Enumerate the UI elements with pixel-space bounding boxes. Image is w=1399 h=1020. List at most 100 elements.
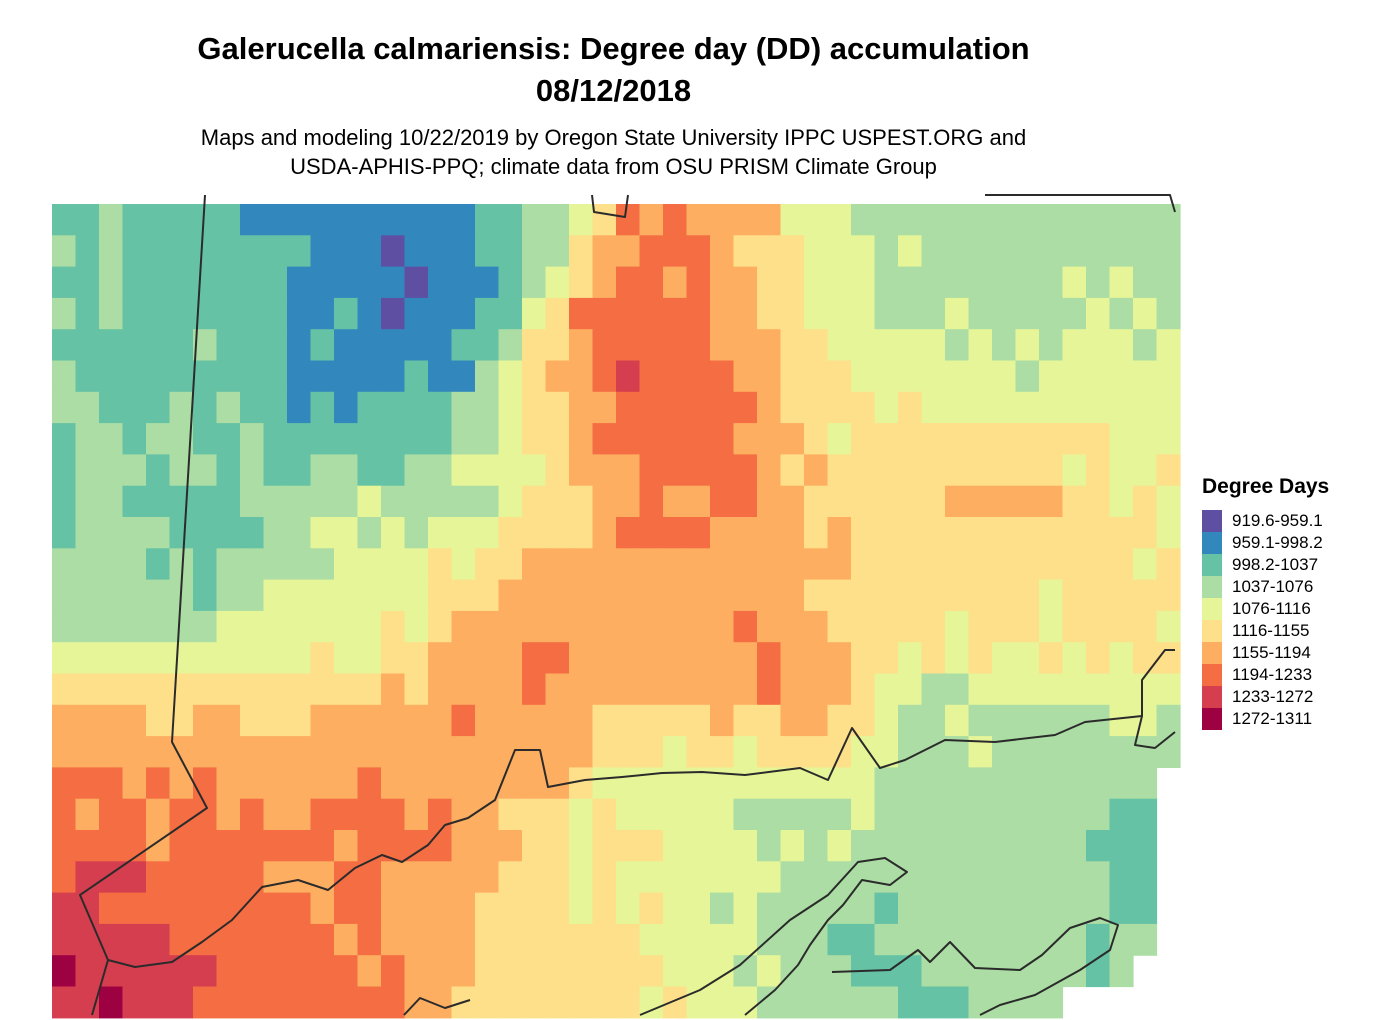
raster-cell <box>287 266 312 299</box>
raster-cell <box>992 266 1017 299</box>
raster-cell <box>122 297 147 330</box>
raster-cell <box>146 360 171 393</box>
raster-cell <box>122 704 147 737</box>
raster-cell <box>451 767 476 800</box>
raster-cell <box>122 986 147 1019</box>
raster-cell <box>545 579 570 612</box>
raster-cell <box>945 704 970 737</box>
raster-cell <box>569 235 594 268</box>
raster-cell <box>52 955 77 988</box>
raster-cell <box>475 923 500 956</box>
raster-cell <box>804 642 829 675</box>
raster-cell <box>968 892 993 925</box>
legend-swatch <box>1202 510 1222 532</box>
raster-cell <box>404 360 429 393</box>
raster-cell <box>1133 736 1158 768</box>
raster-cell <box>1133 423 1158 455</box>
raster-cell <box>1039 798 1064 831</box>
raster-cell <box>569 642 594 675</box>
raster-cell <box>710 892 735 925</box>
raster-cell <box>146 861 171 894</box>
raster-cell <box>99 360 124 393</box>
raster-cell <box>851 736 876 768</box>
raster-cell <box>616 955 641 988</box>
raster-cell <box>498 923 523 956</box>
raster-cell <box>874 830 899 862</box>
raster-cell <box>710 485 735 518</box>
raster-cell <box>334 610 359 643</box>
raster-cell <box>992 329 1017 362</box>
raster-cell <box>146 892 171 925</box>
raster-cell <box>569 517 594 549</box>
raster-cell <box>334 485 359 518</box>
raster-cell <box>475 892 500 925</box>
raster-cell <box>1062 892 1087 925</box>
raster-cell <box>945 235 970 268</box>
raster-cell <box>757 955 782 988</box>
raster-cell <box>357 767 382 800</box>
raster-cell <box>898 579 923 612</box>
raster-cell <box>804 360 829 393</box>
raster-cell <box>75 297 100 330</box>
raster-cell <box>122 329 147 362</box>
raster-cell <box>240 517 265 549</box>
raster-cell <box>498 235 523 268</box>
raster-cell <box>357 204 382 236</box>
raster-cell <box>898 266 923 299</box>
raster-cell <box>686 923 711 956</box>
raster-cell <box>945 861 970 894</box>
raster-cell <box>404 204 429 236</box>
state-boundaries <box>79 194 1176 1016</box>
raster-cell <box>545 485 570 518</box>
raster-cell <box>874 235 899 268</box>
raster-cell <box>757 235 782 268</box>
raster-cell <box>827 391 852 424</box>
raster-cell <box>616 673 641 706</box>
raster-cell <box>1086 454 1111 487</box>
raster-cell <box>827 861 852 894</box>
raster-cell <box>921 704 946 737</box>
raster-cell <box>569 767 594 800</box>
raster-cell <box>921 517 946 549</box>
raster-cell <box>287 329 312 362</box>
raster-cell <box>1133 297 1158 330</box>
raster-cell <box>122 517 147 549</box>
state-boundary-line <box>79 194 208 1016</box>
raster-cell <box>216 642 241 675</box>
raster-cell <box>968 923 993 956</box>
raster-cell <box>710 704 735 737</box>
raster-cell <box>216 423 241 455</box>
raster-cell <box>616 704 641 737</box>
raster-cell <box>945 204 970 236</box>
raster-cell <box>287 955 312 988</box>
raster-cell <box>1133 861 1158 894</box>
raster-cell <box>851 986 876 1019</box>
raster-cell <box>451 704 476 737</box>
raster-cell <box>686 673 711 706</box>
raster-cell <box>616 360 641 393</box>
raster-cell <box>381 454 406 487</box>
raster-cell <box>733 266 758 299</box>
raster-cell <box>921 986 946 1019</box>
raster-cell <box>569 704 594 737</box>
raster-cell <box>287 923 312 956</box>
raster-cell <box>1015 297 1040 330</box>
raster-cell <box>1039 986 1064 1019</box>
raster-cell <box>968 673 993 706</box>
raster-cell <box>522 923 547 956</box>
raster-cell <box>310 673 335 706</box>
raster-cell <box>522 673 547 706</box>
raster-cell <box>851 798 876 831</box>
raster-cell <box>827 798 852 831</box>
raster-cell <box>52 517 77 549</box>
raster-cell <box>522 329 547 362</box>
raster-cell <box>1062 454 1087 487</box>
raster-cell <box>639 861 664 894</box>
raster-cell <box>240 642 265 675</box>
raster-cell <box>334 767 359 800</box>
raster-cell <box>1109 548 1134 581</box>
raster-cell <box>498 955 523 988</box>
legend-item: 1233-1272 <box>1202 686 1329 708</box>
raster-cell <box>522 517 547 549</box>
raster-cell <box>1062 579 1087 612</box>
